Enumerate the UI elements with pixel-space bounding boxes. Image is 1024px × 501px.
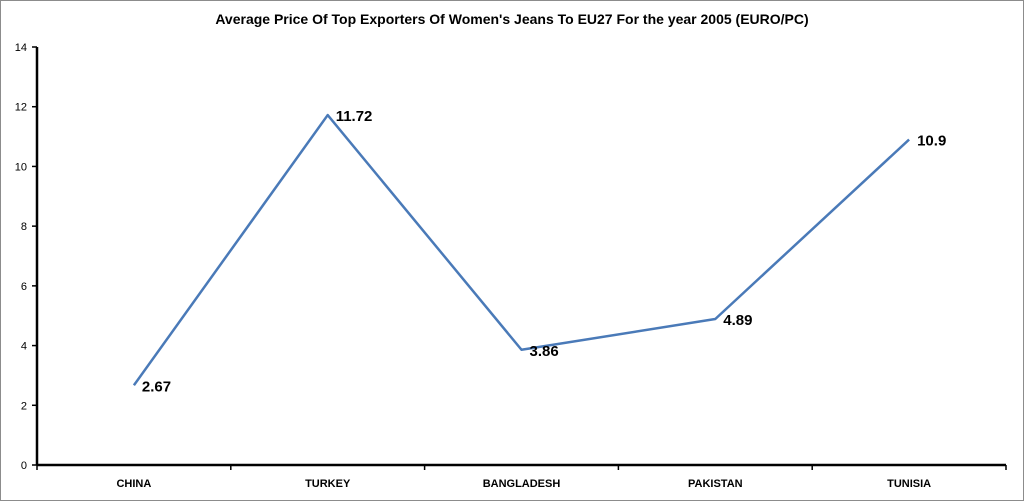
axes xyxy=(35,47,1006,467)
y-tick-label: 2 xyxy=(21,400,27,412)
x-tick-label: BANGLADESH xyxy=(483,478,561,490)
y-tick-label: 8 xyxy=(21,221,27,233)
series-line xyxy=(132,113,910,387)
y-tick-label: 10 xyxy=(15,161,27,173)
y-tick-label: 12 xyxy=(15,102,27,114)
data-label: 10.9 xyxy=(917,133,946,150)
data-label: 11.72 xyxy=(336,108,373,125)
y-tick-label: 4 xyxy=(21,341,27,353)
data-labels: 2.67 11.72 3.86 4.89 10.9 xyxy=(142,108,946,395)
chart-title: Average Price Of Top Exporters Of Women'… xyxy=(215,11,808,27)
data-label: 3.86 xyxy=(530,343,559,360)
x-tick-label: PAKISTAN xyxy=(688,478,743,490)
y-tick-label: 14 xyxy=(15,42,27,54)
y-tick-label: 6 xyxy=(21,281,27,293)
y-tick-label: 0 xyxy=(21,460,27,472)
x-tick-label: TUNISIA xyxy=(887,478,931,490)
y-axis-ticks: 0 2 4 6 8 10 12 14 xyxy=(15,42,37,472)
x-tick-label: TURKEY xyxy=(305,478,351,490)
series-layer xyxy=(132,113,910,387)
data-label: 2.67 xyxy=(142,378,171,395)
x-tick-label: CHINA xyxy=(116,478,151,490)
x-axis-ticks: CHINA TURKEY BANGLADESH PAKISTAN TUNISIA xyxy=(36,465,1007,490)
data-label: 4.89 xyxy=(723,312,752,329)
